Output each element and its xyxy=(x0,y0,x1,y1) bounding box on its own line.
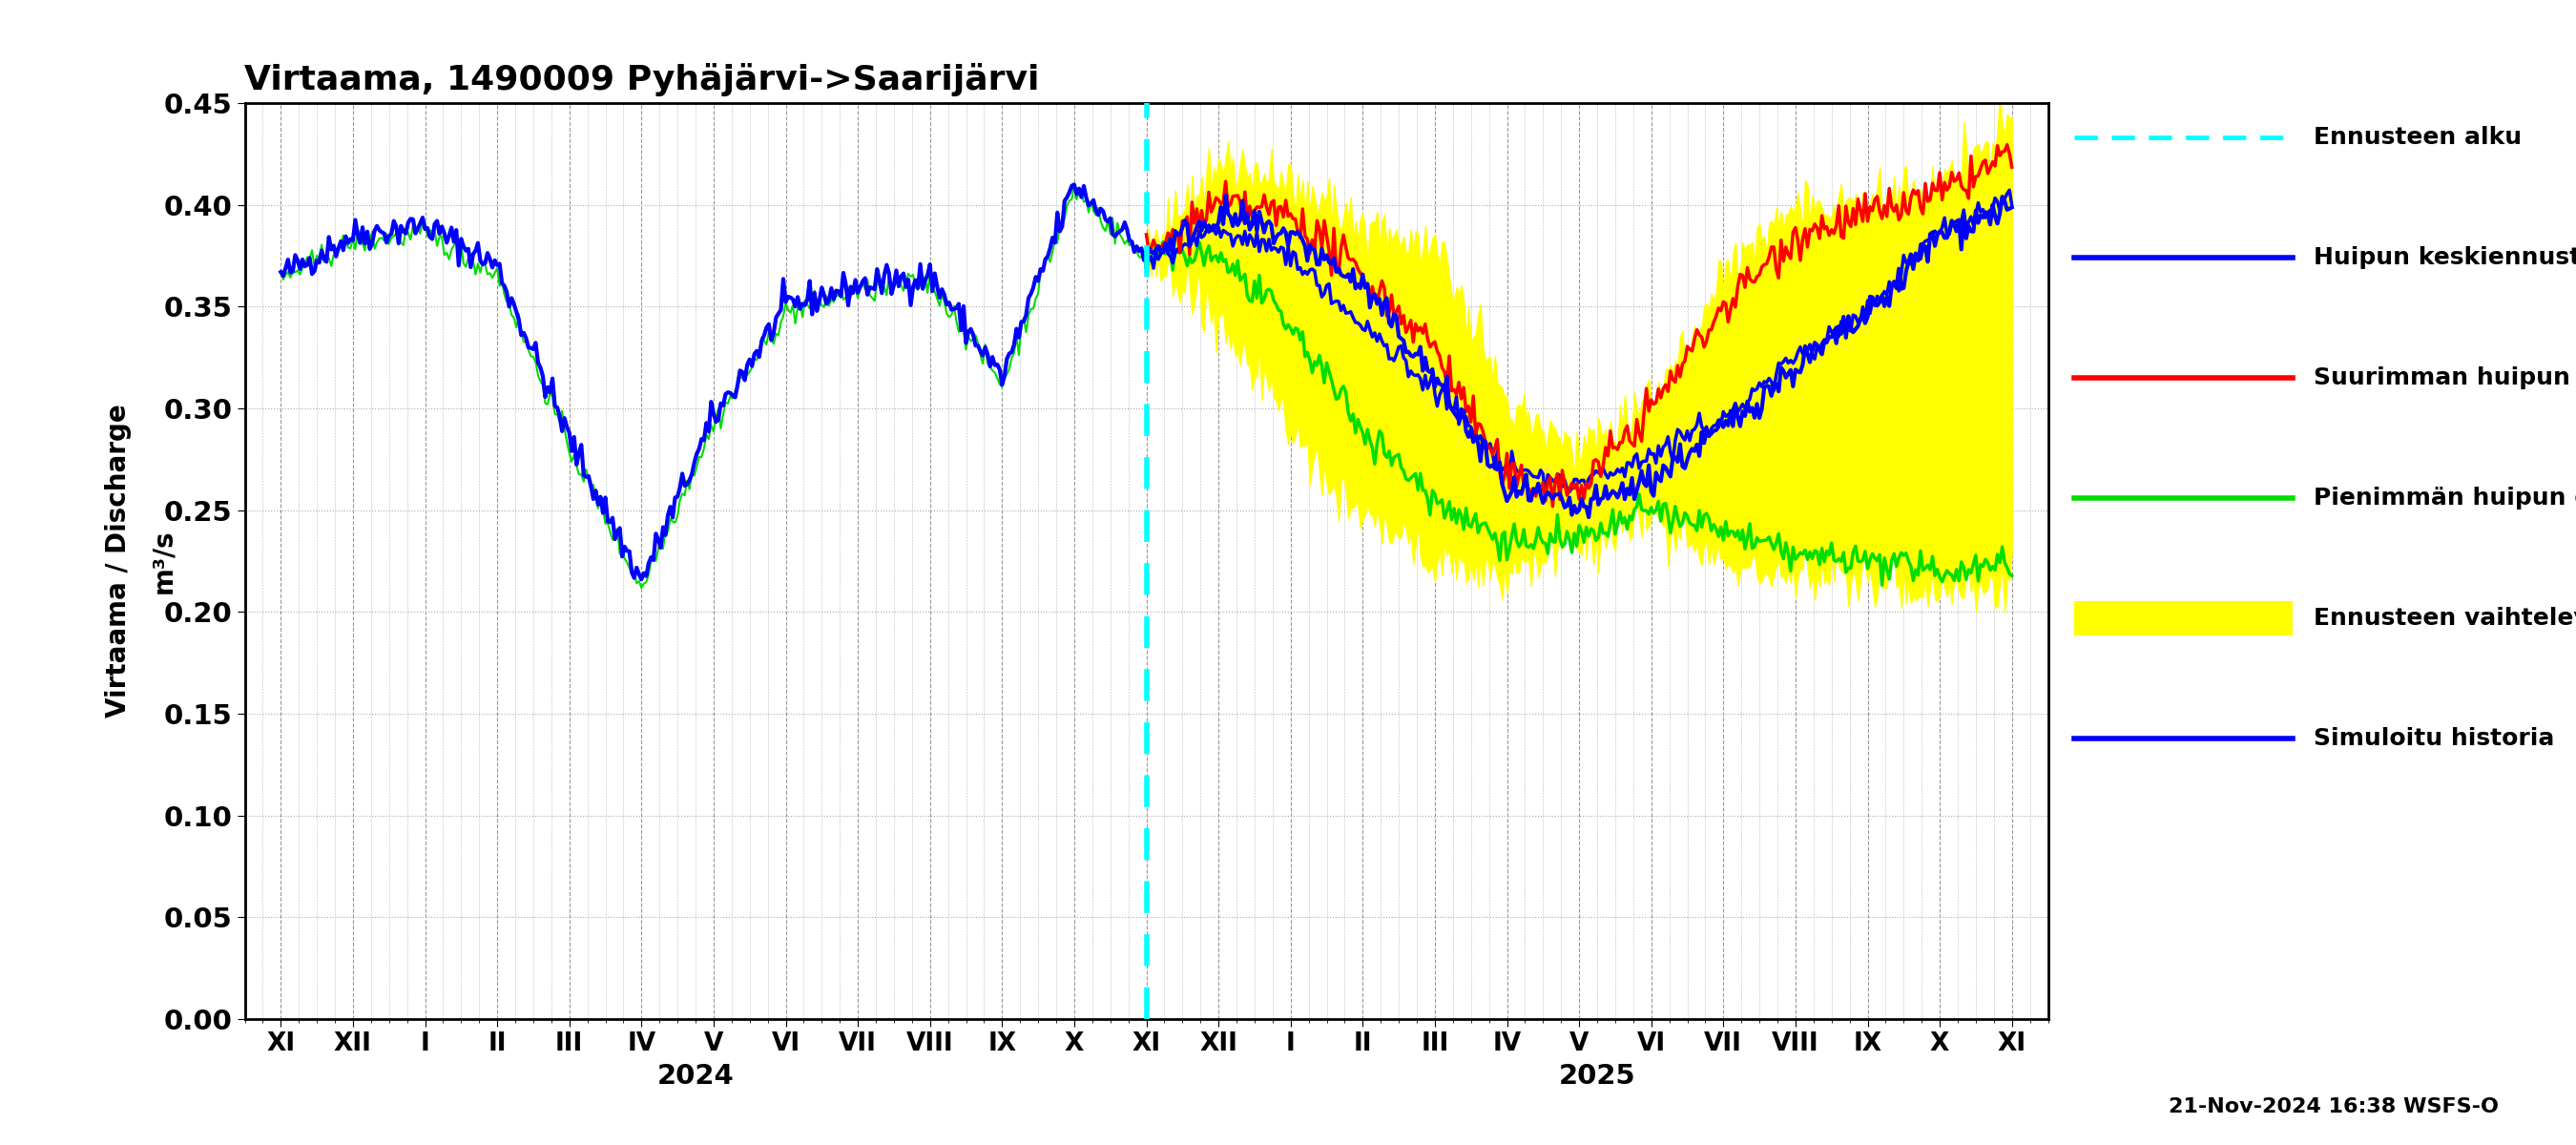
Text: m³/s: m³/s xyxy=(149,529,178,593)
Text: Simuloitu historia: Simuloitu historia xyxy=(2313,727,2553,750)
Text: Ennusteen alku: Ennusteen alku xyxy=(2313,126,2522,149)
Text: Huipun keskiennuste: Huipun keskiennuste xyxy=(2313,246,2576,269)
Text: Pienimmän huipun ennuste: Pienimmän huipun ennuste xyxy=(2313,487,2576,510)
Text: 21-Nov-2024 16:38 WSFS-O: 21-Nov-2024 16:38 WSFS-O xyxy=(2169,1097,2499,1116)
Text: Virtaama, 1490009 Pyhäjärvi->Saarijärvi: Virtaama, 1490009 Pyhäjärvi->Saarijärvi xyxy=(245,63,1041,96)
Text: Suurimman huipun ennuste: Suurimman huipun ennuste xyxy=(2313,366,2576,389)
Text: Virtaama / Discharge: Virtaama / Discharge xyxy=(106,404,131,718)
Text: Ennusteen vaihteleväli: Ennusteen vaihteleväli xyxy=(2313,607,2576,630)
Text: 2025: 2025 xyxy=(1558,1063,1636,1090)
Text: 2024: 2024 xyxy=(657,1063,734,1090)
